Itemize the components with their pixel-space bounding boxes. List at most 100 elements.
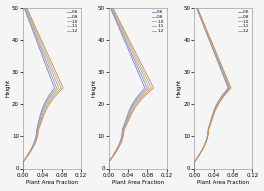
0.8 xyxy=(53,90,56,92)
Line: 1.2: 1.2 xyxy=(23,8,63,168)
Line: 0.6: 0.6 xyxy=(23,8,54,168)
1.1 xyxy=(142,72,145,74)
1.0 xyxy=(36,36,39,38)
0.8 xyxy=(122,36,126,38)
0.6 xyxy=(195,6,198,9)
1.0 xyxy=(25,10,29,13)
0.6 xyxy=(140,90,144,92)
X-axis label: Plant Area Fraction: Plant Area Fraction xyxy=(197,180,249,185)
1.0 xyxy=(195,6,199,9)
0.6 xyxy=(110,10,114,13)
1.2 xyxy=(22,167,25,170)
0.8 xyxy=(139,72,142,74)
0.8 xyxy=(143,90,146,92)
1.2 xyxy=(38,36,41,38)
1.0 xyxy=(197,10,200,13)
1.0 xyxy=(22,167,25,170)
0.6 xyxy=(140,80,144,83)
1.1 xyxy=(56,90,60,92)
0.8 xyxy=(142,91,145,93)
0.8 xyxy=(107,167,110,170)
1.2 xyxy=(58,91,61,93)
0.6 xyxy=(206,36,209,38)
0.8 xyxy=(111,10,114,13)
Line: 0.8: 0.8 xyxy=(23,8,56,168)
Line: 0.8: 0.8 xyxy=(109,8,147,168)
1.0 xyxy=(225,80,229,83)
1.2 xyxy=(226,91,229,93)
Line: 1.0: 1.0 xyxy=(109,8,149,168)
0.6 xyxy=(22,6,26,9)
1.0 xyxy=(222,72,225,74)
1.1 xyxy=(26,10,29,13)
0.6 xyxy=(24,10,27,13)
1.1 xyxy=(225,91,228,93)
1.1 xyxy=(107,167,110,170)
1.1 xyxy=(147,80,150,83)
1.1 xyxy=(55,91,59,93)
1.1 xyxy=(25,6,28,9)
1.2 xyxy=(126,36,129,38)
1.0 xyxy=(54,80,58,83)
Line: 0.8: 0.8 xyxy=(195,8,229,168)
Y-axis label: Height: Height xyxy=(177,79,182,97)
1.2 xyxy=(196,6,199,9)
1.2 xyxy=(147,91,150,93)
0.6 xyxy=(121,36,124,38)
1.2 xyxy=(107,167,110,170)
1.0 xyxy=(54,90,58,92)
Line: 1.1: 1.1 xyxy=(109,8,151,168)
1.1 xyxy=(147,90,150,92)
0.8 xyxy=(225,80,228,83)
1.1 xyxy=(145,91,149,93)
1.2 xyxy=(149,80,152,83)
0.8 xyxy=(197,10,200,13)
Line: 1.0: 1.0 xyxy=(23,8,59,168)
0.6 xyxy=(109,6,112,9)
1.0 xyxy=(140,72,144,74)
1.2 xyxy=(113,10,116,13)
1.1 xyxy=(112,10,116,13)
Line: 0.6: 0.6 xyxy=(195,8,228,168)
1.2 xyxy=(58,90,62,92)
Line: 1.1: 1.1 xyxy=(23,8,61,168)
0.6 xyxy=(47,72,50,74)
0.8 xyxy=(109,6,112,9)
1.2 xyxy=(227,90,230,92)
0.8 xyxy=(35,36,38,38)
1.2 xyxy=(223,72,226,74)
1.0 xyxy=(193,167,196,170)
1.1 xyxy=(56,80,60,83)
1.0 xyxy=(51,72,54,74)
1.2 xyxy=(111,6,114,9)
0.8 xyxy=(193,167,196,170)
0.6 xyxy=(196,10,200,13)
X-axis label: Plant Area Fraction: Plant Area Fraction xyxy=(26,180,78,185)
Line: 1.0: 1.0 xyxy=(195,8,230,168)
1.1 xyxy=(125,36,128,38)
0.6 xyxy=(22,167,25,170)
Line: 1.1: 1.1 xyxy=(195,8,230,168)
1.2 xyxy=(144,72,147,74)
Line: 1.2: 1.2 xyxy=(109,8,154,168)
1.2 xyxy=(208,36,211,38)
Line: 1.2: 1.2 xyxy=(195,8,231,168)
1.2 xyxy=(59,80,62,83)
1.0 xyxy=(54,91,57,93)
0.6 xyxy=(224,90,227,92)
0.8 xyxy=(23,6,26,9)
1.1 xyxy=(223,72,226,74)
0.6 xyxy=(50,91,53,93)
1.0 xyxy=(110,6,113,9)
0.8 xyxy=(207,36,210,38)
1.0 xyxy=(24,6,27,9)
0.6 xyxy=(193,167,196,170)
1.1 xyxy=(193,167,196,170)
0.6 xyxy=(137,72,140,74)
1.2 xyxy=(148,90,152,92)
0.8 xyxy=(52,91,55,93)
0.6 xyxy=(224,80,227,83)
0.6 xyxy=(221,72,224,74)
0.6 xyxy=(140,91,143,93)
Line: 0.6: 0.6 xyxy=(109,8,145,168)
